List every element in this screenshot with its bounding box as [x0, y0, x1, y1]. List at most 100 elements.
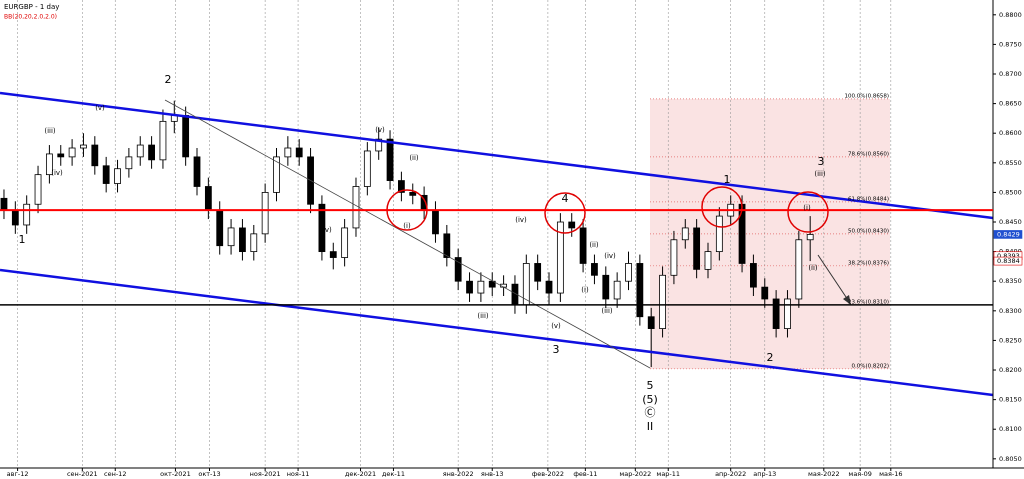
candle-body: [125, 156, 133, 170]
wave-label: (ii): [808, 264, 818, 272]
wave-label: (iii): [814, 170, 826, 178]
highlight-circle: [701, 186, 743, 228]
x-tick-label: окт-2021: [160, 470, 191, 478]
candle-body: [432, 209, 439, 235]
x-tick-label: ноя-2021: [250, 470, 281, 478]
marks: [0, 100, 814, 368]
highlight-circle: [787, 191, 829, 233]
wave-label: 2: [165, 73, 172, 86]
candle-body: [204, 186, 212, 211]
y-tick-label: 0.8200: [999, 366, 1022, 374]
x-tick-label: ноя-11: [287, 470, 310, 478]
candle-body: [591, 263, 598, 276]
fib-label: 0.0%(0.8202): [851, 363, 889, 369]
candle-body: [693, 227, 701, 270]
candle-body: [409, 192, 417, 196]
candle-body: [341, 227, 349, 258]
price-tag-label: 0.8429: [997, 230, 1020, 238]
candle-body: [738, 203, 746, 264]
wave-label: (iv): [320, 226, 332, 234]
candle-body: [443, 233, 451, 258]
x-tick-label: сен-12: [104, 470, 126, 478]
channel-upper: [0, 91, 994, 220]
candle-body: [136, 144, 144, 158]
y-tick-label: 0.8800: [999, 11, 1022, 19]
candle-body: [34, 174, 42, 205]
wave-label: II: [647, 420, 654, 433]
candle-body: [795, 239, 803, 300]
wave-label: (iv): [515, 216, 527, 224]
fib-label: 23.6%(0.8310): [848, 299, 889, 305]
candle-body: [806, 234, 814, 241]
candle-body: [704, 251, 712, 270]
x-tick-label: сен-2021: [67, 470, 98, 478]
y-tick-label: 0.8650: [999, 100, 1022, 108]
wave-label: (v): [95, 104, 105, 112]
y-tick-label: 0.8750: [999, 40, 1022, 48]
candle-body: [784, 298, 791, 329]
candle-body: [227, 227, 235, 247]
x-tick-label: авг-12: [7, 470, 29, 478]
candle-body: [602, 274, 610, 300]
wave-label: 1: [724, 173, 731, 186]
wave-label: (ii): [409, 154, 419, 162]
y-tick-label: 0.8100: [999, 425, 1022, 433]
x-tick-label: дек-11: [382, 470, 405, 478]
fib-label: 50.0%(0.8430): [848, 228, 889, 234]
x-tick-label: янв-13: [481, 470, 504, 478]
y-tick-label: 0.8550: [999, 159, 1022, 167]
candle-body: [250, 233, 258, 253]
wave-label: (v): [375, 126, 385, 134]
x-tick-label: апр-2022: [715, 470, 746, 478]
y-tick-label: 0.8450: [999, 218, 1022, 226]
candle-body: [182, 115, 190, 158]
candle-body: [68, 147, 76, 158]
candle-body: [625, 263, 632, 282]
fib-label: 61.8%(0.8484): [848, 196, 889, 202]
candle-body: [681, 227, 689, 241]
candle-body: [670, 239, 678, 276]
highlight-circle: [544, 192, 586, 234]
candle-body: [114, 168, 121, 184]
wave-label: 3: [818, 155, 825, 168]
candle-body: [659, 274, 666, 329]
fib-label: 78.6%(0.8560): [848, 151, 889, 157]
candle-body: [284, 147, 292, 158]
y-tick-label: 0.8600: [999, 129, 1022, 137]
candle-body: [261, 192, 269, 235]
candle-body: [647, 316, 655, 329]
x-tick-label: окт-13: [198, 470, 220, 478]
wave-label: (iii): [601, 307, 613, 315]
candle-body: [45, 153, 53, 176]
wave-label: (i): [403, 222, 411, 230]
candle-body: [0, 197, 8, 211]
x-tick-label: мая-2022: [808, 470, 840, 478]
y-tick-label: 0.8300: [999, 307, 1022, 315]
candle-body: [57, 153, 65, 158]
y-tick-label: 0.8150: [999, 396, 1022, 404]
candle-body: [193, 156, 201, 187]
x-tick-label: апр-13: [753, 470, 776, 478]
grid: [17, 0, 892, 468]
candle-body: [398, 180, 405, 193]
candle-body: [477, 280, 485, 294]
wave-label: (iv): [604, 252, 616, 260]
price-tag: [993, 230, 1023, 239]
candle-body: [239, 227, 246, 253]
candle-body: [534, 263, 542, 282]
fib-label: 100.0%(0.8658): [844, 93, 889, 99]
candle-body: [386, 138, 394, 181]
wave-label: 3: [553, 343, 560, 356]
candle-body: [148, 144, 155, 161]
x-tick-label: мар-2022: [619, 470, 651, 478]
candle-body: [159, 120, 167, 161]
candle-body: [761, 286, 769, 300]
candle-body: [102, 165, 110, 184]
price-tag: [993, 256, 1023, 266]
candle-body: [556, 221, 564, 294]
wave-label: 2: [767, 351, 774, 364]
wave-label: (i): [803, 204, 811, 212]
candle-body: [295, 147, 303, 158]
y-tick-label: 0.8050: [999, 455, 1022, 463]
arrow-head: [843, 295, 851, 305]
